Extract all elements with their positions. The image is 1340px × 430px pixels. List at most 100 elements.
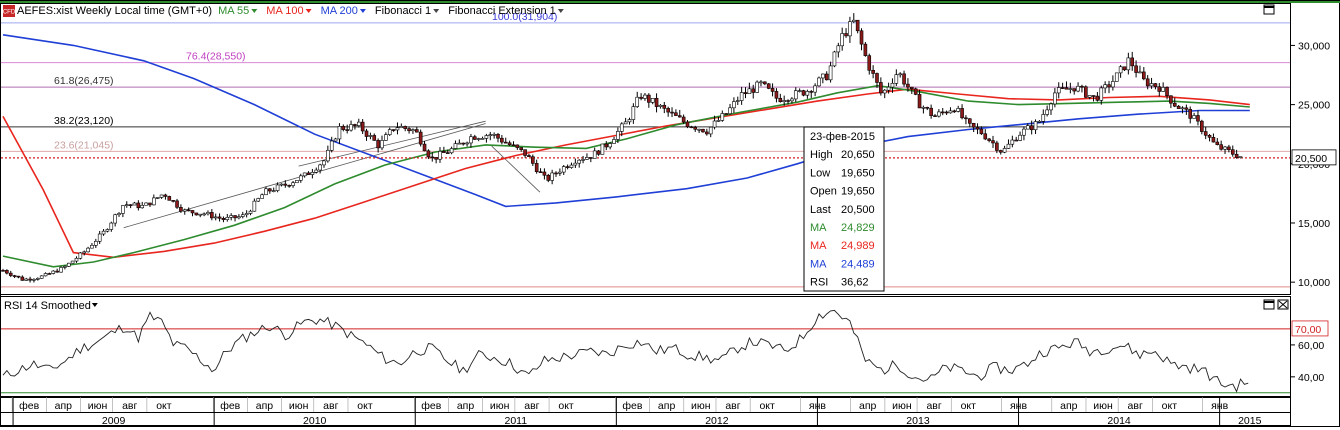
- candle-body: [832, 51, 837, 67]
- candle-body: [295, 180, 299, 184]
- candle-body: [449, 148, 454, 154]
- candle-body: [55, 270, 59, 273]
- rsi-dropdown-caret-icon[interactable]: [91, 303, 98, 307]
- price-candle: [793, 87, 798, 103]
- candle-body: [252, 200, 257, 212]
- legend-item-1[interactable]: MA 55: [218, 5, 249, 17]
- trend-line[interactable]: [491, 145, 541, 193]
- price-candle: [418, 129, 423, 147]
- price-candle: [82, 250, 87, 256]
- candle-body: [403, 126, 407, 129]
- price-candle: [132, 201, 137, 206]
- month-label: июн: [1093, 400, 1113, 412]
- price-candle: [457, 139, 462, 145]
- price-candle: [426, 149, 431, 160]
- legend-dropdown-caret-icon[interactable]: [433, 9, 440, 13]
- price-candle: [670, 107, 674, 118]
- candle-body: [906, 83, 910, 88]
- legend-item-3[interactable]: MA 200: [321, 5, 358, 17]
- price-candle: [503, 137, 508, 144]
- candle-body: [658, 104, 663, 107]
- price-candle: [1072, 88, 1077, 95]
- legend-dropdown-caret-icon[interactable]: [557, 9, 564, 13]
- price-candle: [933, 114, 937, 117]
- price-candle: [63, 265, 67, 270]
- price-candle: [476, 137, 481, 142]
- tooltip-date: 23-фев-2015: [810, 131, 875, 143]
- price-candle: [322, 159, 326, 168]
- tooltip-row-label: MA: [810, 258, 827, 270]
- price-candle: [523, 149, 527, 158]
- candle-body: [353, 124, 357, 126]
- price-candle: [97, 230, 102, 245]
- price-series: [1, 13, 1243, 283]
- legend-item-5[interactable]: Fibonacci Extension 1: [448, 5, 556, 17]
- maximize-panel-icon[interactable]: [1263, 4, 1275, 15]
- candle-body: [705, 131, 709, 135]
- fibonacci-levels[interactable]: 100.0(31,904) 76.4(28,550) 61.8(26,475) 38.…: [1, 11, 1290, 288]
- legend-dropdown-caret-icon[interactable]: [251, 9, 258, 13]
- rsi-axis-label: 40,00: [1298, 372, 1324, 384]
- candle-body: [631, 106, 636, 120]
- legend-dropdown-caret-icon[interactable]: [359, 9, 366, 13]
- tooltip-row-label: High: [810, 149, 833, 161]
- tooltip-row-value: 24,989: [841, 240, 875, 252]
- candle-body: [1161, 87, 1165, 92]
- price-candle: [774, 88, 779, 103]
- price-candle: [573, 158, 578, 168]
- rsi-axis[interactable]: 40,00 60,00 70,00: [1290, 320, 1329, 384]
- legend-dropdown-caret-icon[interactable]: [305, 9, 312, 13]
- candle-body: [1084, 86, 1088, 98]
- price-candle: [971, 122, 976, 133]
- price-candle: [194, 212, 199, 216]
- candle-body: [179, 206, 183, 212]
- price-candle: [445, 149, 450, 154]
- candle-body: [1234, 153, 1239, 158]
- candle-body: [171, 200, 175, 202]
- rsi-title[interactable]: RSI 14 Smoothed: [4, 300, 91, 312]
- candle-body: [66, 262, 71, 267]
- candle-body: [569, 164, 574, 168]
- candle-body: [78, 252, 83, 259]
- candle-body: [998, 150, 1003, 153]
- price-candle: [1134, 60, 1138, 78]
- candle-body: [558, 171, 562, 174]
- candle-body: [426, 150, 431, 158]
- candle-body: [51, 270, 56, 274]
- candle-body: [136, 202, 141, 209]
- legend-item-4[interactable]: Fibonacci 1: [375, 5, 431, 17]
- candle-body: [237, 216, 241, 219]
- candle-body: [817, 77, 821, 87]
- rsi-panel[interactable]: 40,00 60,00 70,00 RSI 14 Smoothed: [0, 296, 1329, 397]
- candle-body: [821, 73, 825, 79]
- rsi-maximize-icon[interactable]: [1263, 299, 1275, 310]
- candle-body: [917, 94, 922, 109]
- year-label: 2010: [303, 415, 327, 427]
- price-candle: [16, 275, 21, 279]
- price-candle: [871, 65, 875, 79]
- legend-item-2[interactable]: MA 100: [266, 5, 303, 17]
- candle-body: [1130, 57, 1135, 67]
- candle-body: [256, 198, 261, 202]
- tooltip-row-value: 24,489: [841, 258, 875, 270]
- candle-body: [689, 126, 694, 129]
- trend-line[interactable]: [298, 120, 486, 167]
- candle-body: [747, 88, 752, 95]
- candle-body: [944, 111, 949, 114]
- candle-body: [492, 133, 496, 136]
- candle-body: [654, 98, 659, 107]
- candle-body: [871, 69, 875, 74]
- month-label: апр: [55, 400, 73, 412]
- price-panel[interactable]: 100.0(31,904) 76.4(28,550) 61.8(26,475) 38.…: [0, 3, 1337, 295]
- candle-body: [813, 85, 817, 93]
- candle-body: [63, 266, 67, 268]
- price-candle: [817, 76, 821, 87]
- candle-body: [863, 43, 868, 56]
- candle-body: [1026, 125, 1030, 130]
- price-candle: [801, 89, 806, 97]
- month-label: окт: [961, 400, 977, 412]
- time-axis[interactable]: фев апр июн авг окт фев апр июн авг окт фев апр июн а…: [0, 397, 1291, 427]
- candle-body: [1033, 121, 1038, 131]
- price-candle: [411, 128, 415, 134]
